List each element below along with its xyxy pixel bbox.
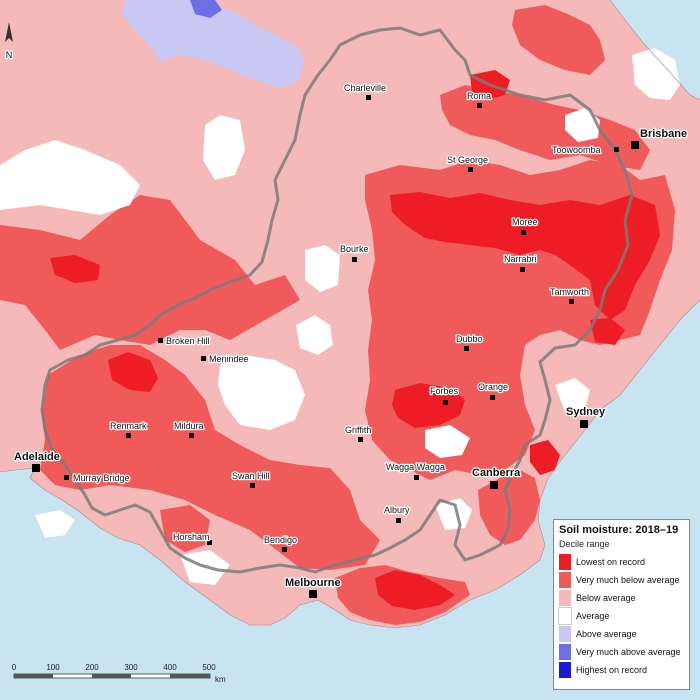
legend-label: Very much below average <box>576 575 680 585</box>
legend-item: Lowest on record <box>559 553 684 571</box>
legend-item: Average <box>558 607 684 625</box>
marker-bourke <box>352 257 357 262</box>
very-much-above-average-regions <box>190 0 222 18</box>
city-label-wagga-wagga: Wagga Wagga <box>386 462 445 472</box>
legend-label: Average <box>576 611 610 621</box>
legend-label: Very much above average <box>576 647 681 657</box>
marker-roma <box>477 103 482 108</box>
marker-melbourne <box>309 590 317 598</box>
city-label-toowoomba: Toowoomba <box>552 145 601 155</box>
marker-murray-bridge <box>64 475 69 480</box>
city-label-bourke: Bourke <box>340 244 369 254</box>
marker-orange <box>490 395 495 400</box>
north-arrow: N <box>5 22 14 61</box>
city-label-adelaide: Adelaide <box>14 451 60 463</box>
north-arrow-label: N <box>6 50 13 60</box>
marker-charleville <box>366 95 371 100</box>
legend-label: Lowest on record <box>576 557 646 567</box>
city-label-melbourne: Melbourne <box>285 577 341 589</box>
scale-tick: 0 <box>12 663 17 672</box>
average-regions <box>0 48 680 585</box>
city-label-charleville: Charleville <box>344 83 386 93</box>
marker-swan-hill <box>250 483 255 488</box>
marker-sydney <box>580 420 588 428</box>
city-label-murray-bridge: Murray Bridge <box>73 473 130 483</box>
city-label-tamworth: Tamworth <box>550 287 589 297</box>
legend-swatch <box>559 554 571 570</box>
scale-tick: 300 <box>124 663 138 672</box>
city-label-orange: Orange <box>478 382 508 392</box>
marker-griffith <box>358 437 363 442</box>
scale-bar: 0 100 200 300 400 500 km <box>12 663 226 684</box>
city-label-brisbane: Brisbane <box>640 128 687 140</box>
city-label-horsham: Horsham <box>173 532 210 542</box>
above-average-regions <box>122 0 305 88</box>
legend-item: Highest on record <box>559 661 684 679</box>
legend-title: Soil moisture: 2018–19 <box>559 524 679 536</box>
marker-albury <box>396 518 401 523</box>
legend-subtitle: Decile range <box>559 539 610 549</box>
legend-item: Below average <box>559 589 684 607</box>
city-label-canberra: Canberra <box>472 467 521 479</box>
city-label-dubbo: Dubbo <box>456 334 483 344</box>
marker-st-george <box>468 167 473 172</box>
marker-broken-hill <box>158 338 163 343</box>
city-label-albury: Albury <box>384 505 410 515</box>
city-label-bendigo: Bendigo <box>264 535 297 545</box>
legend-label: Above average <box>576 629 637 639</box>
legend-swatch <box>558 607 572 625</box>
city-label-sydney: Sydney <box>566 406 606 418</box>
city-label-roma: Roma <box>467 91 491 101</box>
legend-item: Very much below average <box>559 571 684 589</box>
city-label-swan-hill: Swan Hill <box>232 471 270 481</box>
marker-horsham <box>207 540 212 545</box>
legend-label: Highest on record <box>576 665 648 675</box>
scale-tick: 100 <box>46 663 60 672</box>
city-label-narrabri: Narrabri <box>504 254 537 264</box>
marker-renmark <box>126 433 131 438</box>
legend-label: Below average <box>576 593 636 603</box>
legend-swatch <box>559 590 571 606</box>
legend-swatch <box>559 662 571 678</box>
marker-adelaide <box>32 464 40 472</box>
legend: Soil moisture: 2018–19 Decile range Lowe… <box>553 519 690 690</box>
legend-item: Very much above average <box>559 643 684 661</box>
scale-tick: 200 <box>85 663 99 672</box>
marker-wagga-wagga <box>414 475 419 480</box>
city-label-mildura: Mildura <box>174 421 204 431</box>
marker-mildura <box>189 433 194 438</box>
basin-boundary <box>40 26 634 574</box>
city-label-forbes: Forbes <box>430 386 459 396</box>
marker-moree <box>521 230 526 235</box>
city-label-griffith: Griffith <box>345 425 371 435</box>
coastline <box>0 0 700 629</box>
scale-tick: 400 <box>163 663 177 672</box>
marker-dubbo <box>464 346 469 351</box>
marker-menindee <box>201 356 206 361</box>
marker-canberra <box>490 481 498 489</box>
marker-bendigo <box>282 547 287 552</box>
city-label-moree: Moree <box>512 217 538 227</box>
legend-swatch <box>559 572 571 588</box>
city-label-menindee: Menindee <box>209 354 249 364</box>
marker-tamworth <box>569 299 574 304</box>
legend-swatch <box>559 626 571 642</box>
scale-unit: km <box>215 675 226 684</box>
legend-item: Above average <box>559 625 684 643</box>
marker-narrabri <box>520 267 525 272</box>
city-label-st-george: St George <box>447 155 488 165</box>
city-label-renmark: Renmark <box>110 421 147 431</box>
marker-toowoomba <box>614 147 619 152</box>
city-markers <box>32 95 639 598</box>
legend-swatch <box>559 644 571 660</box>
city-labels: Charleville Roma Brisbane Toowoomba St G… <box>13 82 689 591</box>
marker-brisbane <box>631 141 639 149</box>
scale-tick: 500 <box>202 663 216 672</box>
city-label-broken-hill: Broken Hill <box>166 336 210 346</box>
marker-forbes <box>443 400 448 405</box>
